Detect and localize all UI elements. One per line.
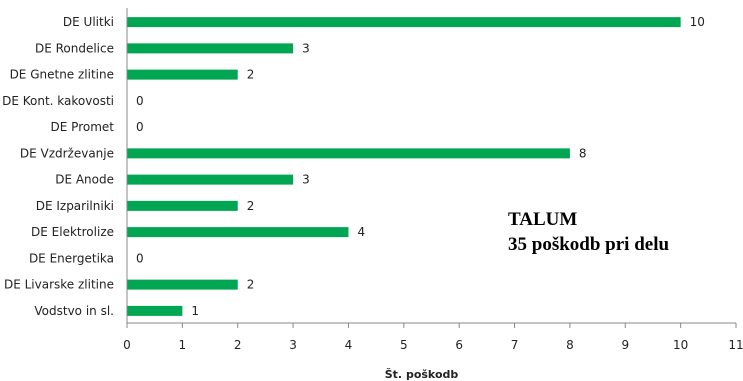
- bar: [127, 69, 238, 80]
- x-tick-label: 4: [345, 338, 353, 352]
- data-label: 3: [302, 41, 310, 55]
- x-tick-label: 2: [234, 338, 242, 352]
- category-label: Vodstvo in sl.: [34, 304, 114, 318]
- bar: [127, 227, 349, 238]
- data-label: 2: [247, 68, 255, 82]
- data-label: 0: [136, 251, 144, 265]
- bars-layer: [127, 17, 681, 316]
- data-label: 3: [302, 173, 310, 187]
- data-label: 10: [690, 15, 705, 29]
- x-tick-label: 10: [673, 338, 688, 352]
- data-label: 2: [247, 199, 255, 213]
- annotation-title: TALUM: [508, 209, 577, 230]
- category-label: DE Energetika: [29, 251, 114, 265]
- bar: [127, 174, 294, 185]
- bar: [127, 17, 681, 28]
- data-label: 0: [136, 94, 144, 108]
- x-tick-label: 7: [511, 338, 519, 352]
- category-label: DE Kont. kakovosti: [2, 94, 114, 108]
- x-tick-label: 0: [123, 338, 131, 352]
- bar: [127, 200, 238, 211]
- x-tick-label: 1: [179, 338, 187, 352]
- data-label: 8: [579, 146, 587, 160]
- x-tick-label: 8: [566, 338, 574, 352]
- category-label: DE Vzdrževanje: [20, 146, 114, 160]
- data-label: 1: [191, 304, 199, 318]
- category-label: DE Elektrolize: [31, 225, 114, 239]
- bar: [127, 148, 570, 159]
- category-label: DE Ulitki: [63, 15, 114, 29]
- x-axis-title: Št. poškodb: [385, 368, 459, 381]
- x-tick-label: 5: [400, 338, 408, 352]
- annotation-subtitle: 35 poškodb pri delu: [508, 234, 669, 255]
- bar: [127, 43, 294, 54]
- category-label: DE Izparilniki: [36, 199, 114, 213]
- category-label: DE Gnetne zlitine: [10, 68, 114, 82]
- ticks-layer: 0 1 2 3 4 5 6 7 8 9 10 11: [123, 323, 743, 352]
- category-label: DE Livarske zlitine: [4, 278, 114, 292]
- x-tick-label: 11: [728, 338, 743, 352]
- x-tick-label: 6: [455, 338, 463, 352]
- x-tick-label: 9: [621, 338, 629, 352]
- bar: [127, 305, 183, 316]
- data-label: 0: [136, 120, 144, 134]
- category-label: DE Anode: [55, 173, 114, 187]
- category-label: DE Promet: [51, 120, 115, 134]
- x-tick-label: 3: [289, 338, 297, 352]
- data-label: 4: [357, 225, 365, 239]
- bar: [127, 279, 238, 290]
- category-label: DE Rondelice: [35, 41, 114, 55]
- data-label: 2: [247, 278, 255, 292]
